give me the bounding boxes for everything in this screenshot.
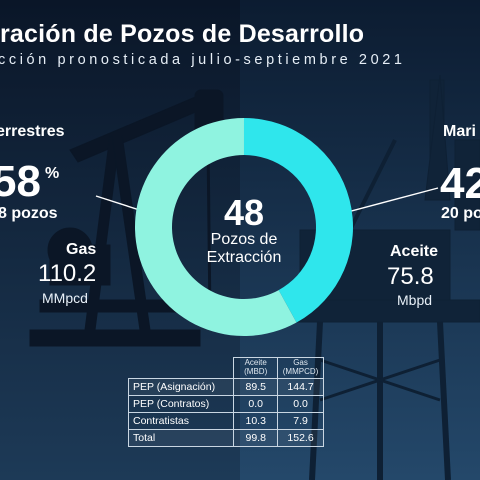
table-header-blank xyxy=(129,358,234,379)
table-row: PEP (Asignación) 89.5 144.7 xyxy=(127,377,324,396)
row-gas: 0.0 xyxy=(277,394,324,413)
marinos-wells: 20 po xyxy=(441,205,480,222)
aceite-unit: Mbpd xyxy=(397,292,433,308)
gas-label: Gas xyxy=(66,241,97,258)
table-row: Contratistas 10.3 7.9 xyxy=(127,411,324,430)
gas-value: 110.2 xyxy=(38,260,97,287)
gas-unit: MMpcd xyxy=(42,290,88,306)
row-gas: 7.9 xyxy=(277,411,324,430)
donut-chart xyxy=(135,118,353,336)
marinos-section-title: Mari xyxy=(443,123,476,140)
row-label: Contratistas xyxy=(127,411,235,430)
aceite-value: 75.8 xyxy=(387,263,434,290)
page-title: ración de Pozos de Desarrollo xyxy=(0,20,365,48)
pump-jack-silhouette xyxy=(29,89,224,347)
table-row: PEP (Contratos) 0.0 0.0 xyxy=(127,394,324,413)
total-wells-label-line1: Pozos de xyxy=(210,231,278,248)
table-row: Total 99.8 152.6 xyxy=(127,428,324,447)
row-aceite: 10.3 xyxy=(233,411,279,430)
donut-segment-terrestres xyxy=(135,118,297,336)
aceite-label: Aceite xyxy=(390,243,439,260)
row-gas: 152.6 xyxy=(277,428,324,447)
row-label: PEP (Asignación) xyxy=(127,377,235,396)
row-aceite: 0.0 xyxy=(233,394,279,413)
donut-segment-marinos xyxy=(244,118,353,323)
table-header-gas: Gas (MMPCD) xyxy=(277,357,324,379)
row-aceite: 99.8 xyxy=(233,428,279,447)
row-aceite: 89.5 xyxy=(233,377,279,396)
production-table: Aceite (MBD) Gas (MMPCD) PEP (Asignación… xyxy=(127,357,324,447)
terrestres-wells: 8 pozos xyxy=(0,205,58,222)
table-header-row: Aceite (MBD) Gas (MMPCD) xyxy=(129,357,324,379)
terrestres-percent-sign: % xyxy=(44,165,60,182)
terrestres-percent-group: 58% xyxy=(0,160,59,204)
page-subtitle: cción pronosticada julio-septiembre 2021 xyxy=(0,52,406,68)
marinos-percent-value: 42 xyxy=(440,159,480,208)
terrestres-percent-value: 58 xyxy=(0,157,41,206)
terrestres-section-title: errestres xyxy=(0,123,65,140)
row-label: PEP (Contratos) xyxy=(127,394,235,413)
total-wells-number: 48 xyxy=(223,192,265,233)
total-wells-label-line2: Extracción xyxy=(206,249,282,266)
table-header-aceite: Aceite (MBD) xyxy=(233,357,279,379)
row-label: Total xyxy=(127,428,235,447)
row-gas: 144.7 xyxy=(277,377,324,396)
